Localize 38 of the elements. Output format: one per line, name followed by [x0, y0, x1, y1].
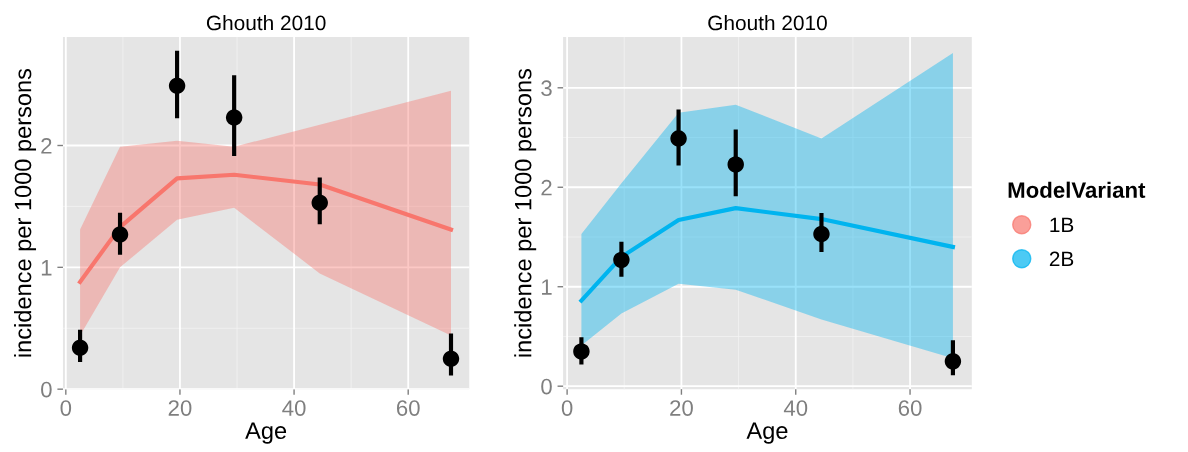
point [813, 225, 830, 243]
y-tick-label: 2 [541, 179, 552, 196]
x-tick-label: 60 [898, 400, 922, 416]
point [670, 130, 687, 147]
x-tick-label: 0 [561, 400, 573, 416]
x-tick-label: 40 [783, 400, 808, 416]
point [944, 353, 962, 370]
point [311, 194, 328, 211]
y-tick-label: 1 [542, 279, 552, 295]
x-tick-label: 20 [168, 400, 192, 416]
y-axis-title: incidence per 1000 persons [514, 68, 537, 357]
y-tick-label: 1 [41, 260, 52, 276]
x-tick-label: 0 [60, 400, 72, 416]
legend-label: 2B [1049, 251, 1074, 267]
y-tick-label: 0 [41, 381, 52, 398]
legend-title: ModelVariant [1008, 181, 1146, 198]
y-tick-label: 2 [41, 138, 52, 154]
line-series [579, 206, 956, 303]
point [442, 350, 460, 367]
chart-title: Ghouth 2010 [206, 15, 326, 31]
x-tick-label: 20 [670, 400, 693, 416]
line-series [77, 172, 454, 285]
point [111, 226, 129, 243]
point [727, 156, 744, 173]
y-axis-title: incidence per 1000 persons [14, 68, 37, 357]
y-tick-label: 0 [541, 378, 552, 395]
point [613, 251, 630, 269]
x-axis-title: Age [245, 422, 287, 444]
y-tick-label: 3 [541, 80, 552, 97]
point [168, 77, 186, 95]
point [71, 339, 89, 356]
legend-label: 1B [1050, 217, 1074, 233]
x-tick-label: 40 [282, 400, 306, 416]
x-tick-label: 60 [396, 400, 420, 416]
x-axis-title: Age [746, 422, 788, 444]
chart-title: Ghouth 2010 [708, 15, 827, 31]
point [573, 343, 590, 360]
point [225, 109, 243, 126]
